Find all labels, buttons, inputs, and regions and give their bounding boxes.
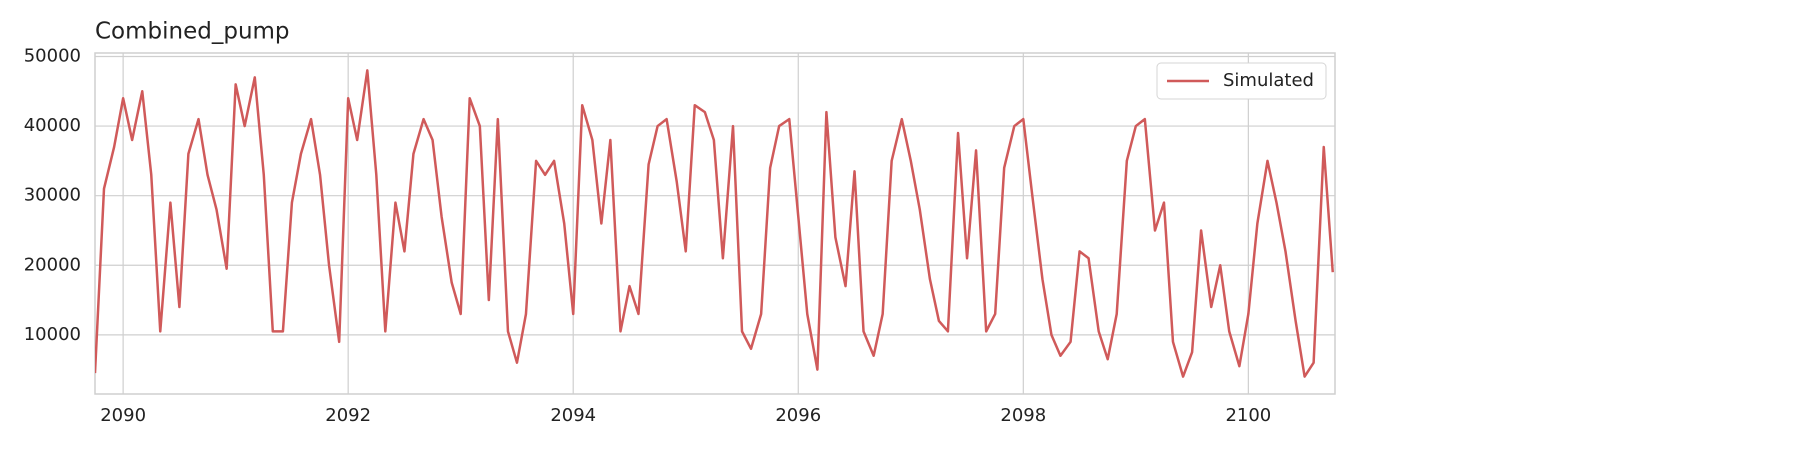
x-tick-label: 2096: [775, 405, 821, 426]
y-tick-label: 10000: [24, 324, 81, 345]
x-tick-label: 2100: [1225, 405, 1271, 426]
x-tick-label: 2090: [100, 405, 146, 426]
legend-label: Simulated: [1223, 70, 1314, 91]
series-line: [95, 69, 1334, 378]
x-tick-label: 2094: [550, 405, 596, 426]
y-tick-label: 30000: [24, 185, 81, 206]
y-tick-label: 50000: [24, 45, 81, 66]
x-tick-label: 2092: [325, 405, 371, 426]
x-tick-label: 2098: [1000, 405, 1046, 426]
legend-box: [1156, 62, 1327, 100]
chart-title: Combined_pump: [95, 19, 290, 45]
y-tick-label: 40000: [24, 115, 81, 136]
y-tick-label: 20000: [24, 254, 81, 275]
plot-frame: [94, 52, 1336, 395]
